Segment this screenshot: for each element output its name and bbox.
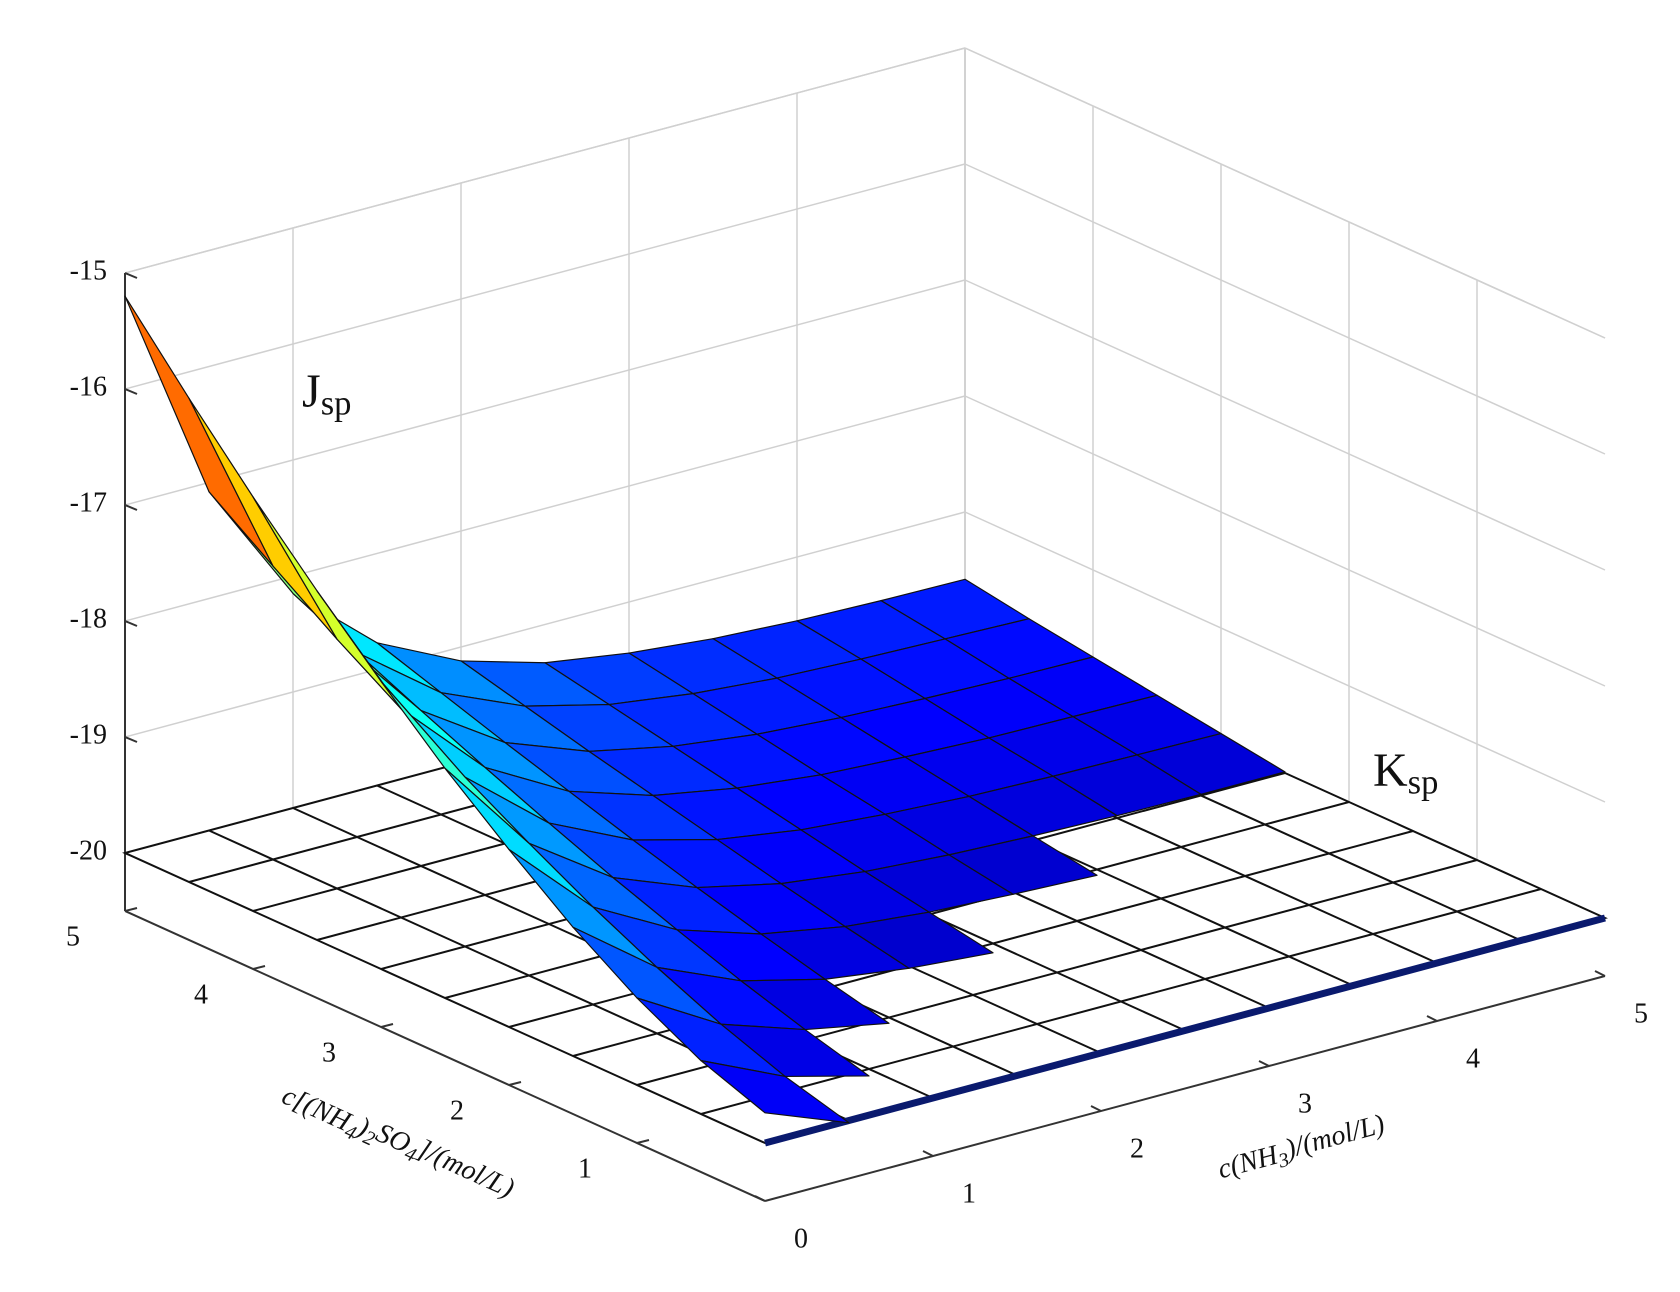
z-tick-label: -16 — [70, 371, 107, 402]
x-axis-label-part: c(NH — [1215, 1140, 1283, 1186]
x-axis-label: c(NH3)/(mol/L) — [1214, 1109, 1389, 1188]
x-tick-label: 0 — [794, 1223, 808, 1254]
box-edge — [124, 47, 966, 274]
grid-line — [124, 279, 966, 506]
z-tick-label: -20 — [70, 835, 107, 866]
y-axis-label-part: c[(NH — [277, 1080, 357, 1139]
ksp-front-edge — [764, 914, 1606, 1147]
z-tick — [124, 388, 138, 395]
y-tick — [636, 1139, 650, 1144]
y-tick-label: 2 — [450, 1095, 464, 1126]
annotation-part: J — [302, 365, 321, 418]
z-tick — [124, 504, 138, 511]
x-tick — [754, 1195, 766, 1202]
z-tick-label: -18 — [70, 603, 107, 634]
surface-cell — [124, 295, 274, 567]
x-tick — [1594, 970, 1606, 977]
z-tick-label: -19 — [70, 719, 107, 750]
x-tick-label: 4 — [1466, 1043, 1480, 1074]
z-tick — [124, 272, 138, 279]
grid-line — [964, 511, 1606, 803]
grid-line — [964, 395, 1606, 687]
annotation: Ksp — [1373, 744, 1438, 801]
x-tick — [922, 1150, 934, 1157]
grid-line — [964, 279, 1606, 571]
z-tick — [124, 620, 138, 627]
y-tick-label: 4 — [194, 979, 208, 1010]
y-tick — [508, 1081, 522, 1086]
annotation-sub: sp — [321, 384, 352, 422]
z-tick — [124, 736, 138, 743]
x-tick-label: 5 — [1634, 998, 1648, 1029]
x-tick-label: 1 — [962, 1178, 976, 1209]
annotation: Jsp — [302, 365, 351, 422]
z-tick-label: -15 — [70, 255, 107, 286]
surface-cell — [188, 397, 338, 640]
y-tick-label: 3 — [322, 1037, 336, 1068]
grid-line — [124, 163, 966, 390]
y-tick — [252, 965, 266, 970]
grid-line — [964, 163, 1606, 455]
y-axis — [124, 910, 766, 1202]
x-axis-label-sub: 3 — [1275, 1148, 1291, 1172]
x-tick — [1426, 1015, 1438, 1022]
y-tick — [124, 907, 138, 912]
y-tick — [380, 1023, 394, 1028]
x-tick-label: 3 — [1298, 1088, 1312, 1119]
z-tick-label: -17 — [70, 487, 107, 518]
grid-line — [124, 395, 966, 622]
y-tick-label: 1 — [578, 1153, 592, 1184]
surface-cell — [700, 1060, 850, 1124]
x-tick — [1258, 1060, 1270, 1067]
box-edge — [964, 47, 1606, 339]
y-tick-label: 5 — [66, 921, 80, 952]
x-axis-label-part: )/(mol/L) — [1280, 1109, 1388, 1166]
annotation-sub: sp — [1408, 763, 1439, 801]
x-axis — [764, 975, 1606, 1202]
grid-line — [124, 511, 966, 738]
annotation-part: K — [1373, 744, 1408, 797]
x-tick-label: 2 — [1130, 1133, 1144, 1164]
y-axis-label: c[(NH4)2SO4]/(mol/L) — [276, 1074, 519, 1213]
y-axis-label-part: ]/(mol/L) — [411, 1134, 518, 1205]
x-tick — [1090, 1105, 1102, 1112]
